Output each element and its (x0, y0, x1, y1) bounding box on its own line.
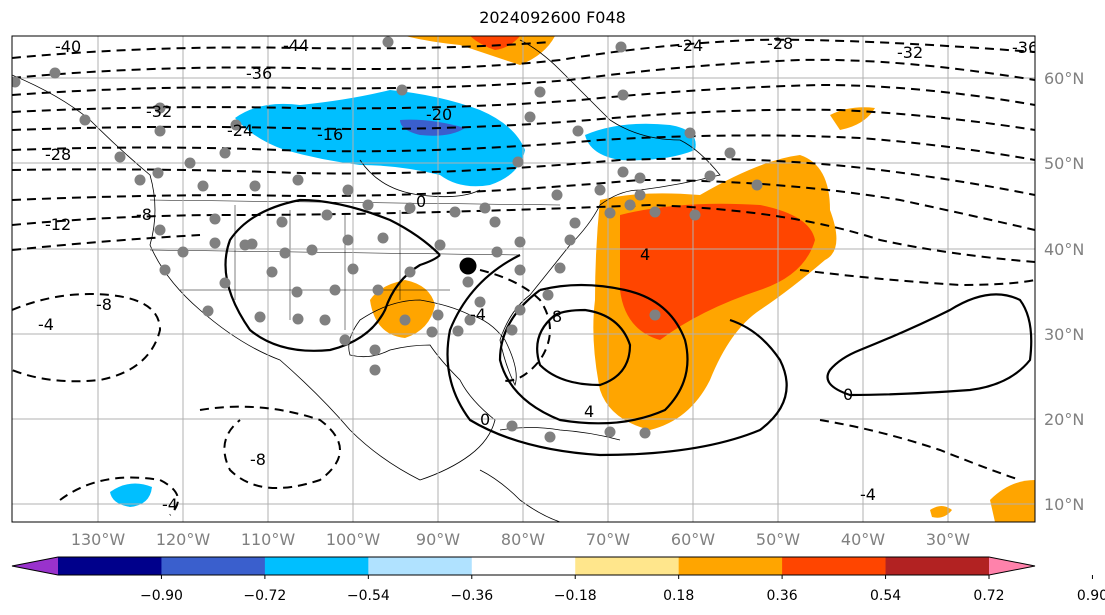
colorbar-tick-label: 0.36 (767, 588, 798, 604)
colorbar-tick-labels: −0.90 −0.72 −0.54 −0.36 −0.18 0.18 0.36 0.54 0.7… (140, 575, 1105, 604)
lon-label: 120°W (156, 530, 211, 549)
contour-label: -40 (55, 37, 81, 56)
colorbar-cell (264, 557, 369, 575)
colorbar-extend-min (12, 557, 58, 575)
contour-label: -4 (162, 495, 178, 514)
contour-label: -4 (470, 305, 486, 324)
lon-label: 80°W (501, 530, 545, 549)
colorbar-cell (471, 557, 576, 575)
contour-label: -28 (767, 34, 793, 53)
colorbar-cell (368, 557, 473, 575)
contour-label: -44 (283, 36, 309, 55)
contour-label: -36 (1012, 38, 1038, 57)
negative-anomaly-canada (235, 90, 525, 187)
colorbar-extend-max (989, 557, 1035, 575)
contour-label: -24 (677, 36, 703, 55)
contour-label: -24 (227, 121, 253, 140)
contour-label: -32 (146, 102, 172, 121)
contour-label: -4 (860, 485, 876, 504)
longitude-labels: 130°W 120°W 110°W 100°W 90°W 80°W 70°W 6… (71, 530, 970, 549)
colorbar-tick-label: 0.72 (973, 588, 1004, 604)
forecast-point-marker (459, 257, 477, 275)
contour-label: -8 (250, 450, 266, 469)
contour-label: 4 (640, 245, 650, 264)
positive-contours (224, 198, 1033, 457)
colorbar-cell (575, 557, 680, 575)
colorbar-cell (885, 557, 990, 575)
lon-label: 70°W (586, 530, 630, 549)
colorbar-cell (678, 557, 783, 575)
contour-label: -16 (317, 125, 343, 144)
lon-label: 60°W (671, 530, 715, 549)
latitude-labels: 60°N 50°N 40°N 30°N 20°N 10°N (1044, 69, 1084, 514)
lat-label: 20°N (1044, 410, 1084, 429)
lat-label: 60°N (1044, 69, 1084, 88)
positive-anomaly-blob (930, 506, 952, 518)
colorbar-tick-label: −0.18 (554, 588, 597, 604)
contour-label: 0 (416, 192, 426, 211)
lat-label: 30°N (1044, 325, 1084, 344)
colorbar-tick-label: −0.36 (450, 588, 493, 604)
contour-label: -28 (45, 145, 71, 164)
colorbar: −0.90 −0.72 −0.54 −0.36 −0.18 0.18 0.36 0.54 0.7… (11, 556, 1105, 604)
contour-label: -32 (897, 43, 923, 62)
colorbar-cell (161, 557, 266, 575)
colorbar-cell (58, 557, 162, 575)
negative-contours (12, 38, 1035, 516)
contour-label: 4 (584, 402, 594, 421)
positive-anomaly-blob (830, 107, 875, 130)
strong-positive-anomaly-region (620, 203, 815, 340)
contour-label: 0 (480, 410, 490, 429)
lon-label: 110°W (241, 530, 296, 549)
strong-positive-anomaly-north (470, 36, 520, 50)
negative-anomaly-pacific (110, 483, 152, 507)
lon-label: 40°W (841, 530, 885, 549)
contour-label: -20 (426, 105, 452, 124)
positive-anomaly-gulf (370, 280, 435, 338)
lon-label: 130°W (71, 530, 126, 549)
map-title: 2024092600 F048 (479, 8, 626, 27)
colorbar-tick-label: 0.54 (870, 588, 901, 604)
lon-label: 30°W (926, 530, 970, 549)
contour-label: -8 (96, 295, 112, 314)
colorbar-tick-label: 0.90 (1077, 588, 1105, 604)
negative-anomaly-labrador (585, 123, 696, 161)
lat-label: 40°N (1044, 240, 1084, 259)
colorbar-tick-label: −0.54 (347, 588, 390, 604)
anomaly-shading (110, 36, 1035, 522)
lon-label: 50°W (756, 530, 800, 549)
contour-label: -36 (246, 64, 272, 83)
gridlines (12, 36, 1035, 522)
contour-label: 0 (843, 385, 853, 404)
contour-label-layer: -40 -44 -36 -32 -24 -28 -32 -36 -28 -24 … (38, 34, 1038, 514)
colorbar-tick-label: 0.18 (663, 588, 694, 604)
colorbar-tick-label: −0.90 (140, 588, 183, 604)
contour-label: -12 (45, 215, 71, 234)
positive-anomaly-north (405, 36, 555, 65)
colorbar-outline (11, 556, 1036, 576)
contour-label: -4 (38, 315, 54, 334)
map-frame (11, 35, 1036, 523)
lat-label: 10°N (1044, 495, 1084, 514)
colorbar-tick-label: −0.72 (243, 588, 286, 604)
contour-label: -8 (136, 205, 152, 224)
lon-label: 100°W (326, 530, 381, 549)
positive-anomaly-blob (990, 480, 1035, 522)
lat-label: 50°N (1044, 154, 1084, 173)
lon-label: 90°W (416, 530, 460, 549)
colorbar-cell (782, 557, 887, 575)
contour-label: 8 (552, 307, 562, 326)
station-markers (12, 36, 763, 443)
colorbar-cells (58, 557, 990, 575)
